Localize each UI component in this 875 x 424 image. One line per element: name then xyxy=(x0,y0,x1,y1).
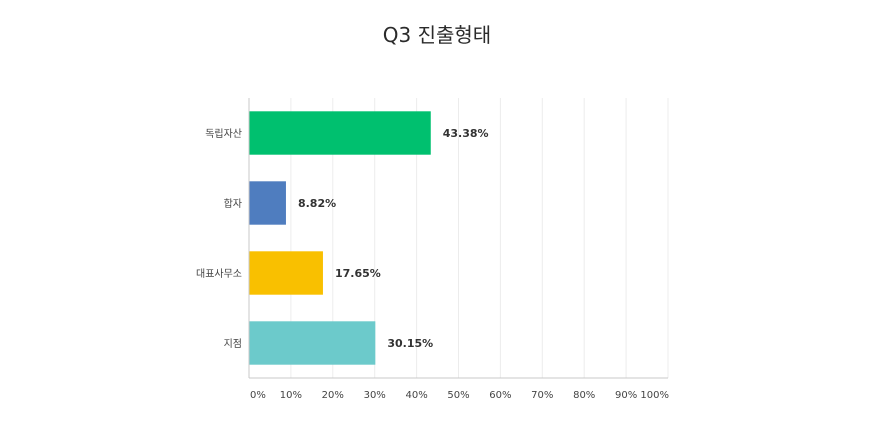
value-label-2: 8.82% xyxy=(298,197,336,210)
bar-1 xyxy=(249,111,431,155)
x-tick-label-100: 100% xyxy=(640,390,669,401)
x-tick-label-20: 20% xyxy=(322,390,344,401)
category-label-2: 합자 xyxy=(224,198,242,210)
bar-2 xyxy=(249,181,286,225)
value-labels: 43.38% 8.82% 17.65% 30.15% xyxy=(298,127,489,350)
value-label-1: 43.38% xyxy=(443,127,489,140)
category-label-1: 독립자산 xyxy=(205,127,242,140)
x-tick-label-90: 90% xyxy=(615,390,637,401)
chart-title: Q3 진출형태 xyxy=(383,23,491,47)
x-tick-label-0: 0% xyxy=(250,390,266,401)
category-label-3: 대표사무소 xyxy=(196,268,242,280)
x-tick-label-10: 10% xyxy=(280,390,302,401)
axes xyxy=(248,98,668,379)
bar-4 xyxy=(249,321,376,365)
x-tick-label-30: 30% xyxy=(364,390,386,401)
x-tick-label-50: 50% xyxy=(447,390,469,401)
x-tick-label-60: 60% xyxy=(489,390,511,401)
category-label-4: 지점 xyxy=(224,338,242,350)
bar-3 xyxy=(249,251,323,295)
x-tick-label-40: 40% xyxy=(405,390,427,401)
tick-labels: 0% 10% 20% 30% 40% 50% 60% 70% 80% 90% 100% xyxy=(250,390,669,401)
x-tick-label-70: 70% xyxy=(531,390,553,401)
x-tick-label-80: 80% xyxy=(573,390,595,401)
value-label-3: 17.65% xyxy=(335,267,381,280)
value-label-4: 30.15% xyxy=(387,337,433,350)
bars xyxy=(249,111,431,365)
